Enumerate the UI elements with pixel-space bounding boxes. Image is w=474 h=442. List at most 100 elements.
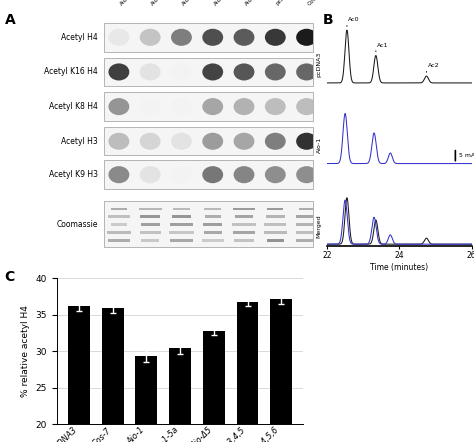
- Bar: [136, 356, 157, 442]
- Ellipse shape: [140, 166, 161, 183]
- Text: Cos-7: Cos-7: [307, 0, 322, 6]
- Ellipse shape: [202, 63, 223, 80]
- Text: A: A: [5, 13, 16, 27]
- Bar: [104, 201, 313, 247]
- Ellipse shape: [202, 29, 223, 46]
- Bar: [172, 216, 191, 218]
- Text: pcDNA3: pcDNA3: [317, 52, 322, 77]
- Ellipse shape: [202, 133, 223, 150]
- Text: pcDNA3: pcDNA3: [275, 0, 296, 6]
- Bar: [267, 208, 283, 210]
- Bar: [264, 223, 286, 226]
- Ellipse shape: [109, 63, 129, 80]
- Text: Ac1: Ac1: [377, 42, 389, 48]
- Text: Coomassie: Coomassie: [56, 220, 98, 229]
- Bar: [104, 58, 313, 86]
- Ellipse shape: [234, 133, 255, 150]
- Ellipse shape: [296, 133, 317, 150]
- Ellipse shape: [234, 63, 255, 80]
- Bar: [173, 208, 190, 210]
- Bar: [233, 208, 255, 210]
- Text: Acetyl H3: Acetyl H3: [61, 137, 98, 146]
- Ellipse shape: [171, 98, 192, 115]
- Bar: [204, 208, 221, 210]
- Bar: [138, 208, 162, 210]
- Ellipse shape: [296, 29, 317, 46]
- Text: B: B: [322, 13, 333, 27]
- Bar: [111, 208, 127, 210]
- Text: Acetyl K9 H3: Acetyl K9 H3: [49, 170, 98, 179]
- Ellipse shape: [265, 63, 286, 80]
- Bar: [232, 223, 255, 226]
- Bar: [104, 23, 313, 52]
- Ellipse shape: [265, 133, 286, 150]
- Text: Aio-1: Aio-1: [317, 137, 322, 153]
- Text: Ac0: Ac0: [348, 17, 360, 22]
- Text: 5 mAU: 5 mAU: [459, 153, 474, 158]
- Ellipse shape: [171, 63, 192, 80]
- Bar: [139, 231, 161, 234]
- Bar: [264, 231, 287, 234]
- Y-axis label: % relative acetyl H4: % relative acetyl H4: [21, 305, 30, 397]
- Bar: [299, 208, 314, 210]
- Text: Aio-Δ5: Aio-Δ5: [150, 0, 167, 6]
- Text: C: C: [5, 270, 15, 284]
- Ellipse shape: [109, 29, 129, 46]
- Bar: [68, 306, 90, 442]
- Ellipse shape: [140, 133, 161, 150]
- Bar: [235, 239, 254, 242]
- Ellipse shape: [140, 29, 161, 46]
- Bar: [296, 239, 318, 242]
- Bar: [108, 216, 130, 218]
- Ellipse shape: [171, 133, 192, 150]
- Bar: [233, 231, 255, 234]
- Bar: [205, 216, 221, 218]
- Bar: [296, 231, 317, 234]
- Bar: [237, 302, 258, 442]
- Ellipse shape: [109, 98, 129, 115]
- Bar: [204, 231, 222, 234]
- Ellipse shape: [140, 98, 161, 115]
- X-axis label: Time (minutes): Time (minutes): [370, 263, 428, 272]
- Bar: [170, 223, 193, 226]
- Bar: [141, 223, 160, 226]
- Text: Aio-1: Aio-1: [119, 0, 133, 6]
- Bar: [169, 231, 194, 234]
- Text: Ac2: Ac2: [428, 63, 439, 68]
- Ellipse shape: [296, 166, 317, 183]
- Ellipse shape: [234, 29, 255, 46]
- Text: Aio-Δ3,4,5,6: Aio-Δ3,4,5,6: [244, 0, 273, 6]
- Text: Acetyl K16 H4: Acetyl K16 H4: [44, 68, 98, 76]
- Bar: [170, 239, 193, 242]
- Bar: [141, 239, 159, 242]
- Text: Aio-1-5a: Aio-1-5a: [182, 0, 202, 6]
- Ellipse shape: [296, 63, 317, 80]
- Ellipse shape: [265, 166, 286, 183]
- Ellipse shape: [140, 63, 161, 80]
- Ellipse shape: [296, 98, 317, 115]
- Ellipse shape: [171, 166, 192, 183]
- Bar: [265, 216, 285, 218]
- Text: Acetyl H4: Acetyl H4: [61, 33, 98, 42]
- Bar: [201, 239, 224, 242]
- Bar: [235, 216, 253, 218]
- Bar: [111, 223, 127, 226]
- Ellipse shape: [265, 98, 286, 115]
- Bar: [104, 127, 313, 156]
- Bar: [203, 331, 225, 442]
- Ellipse shape: [202, 98, 223, 115]
- Ellipse shape: [265, 29, 286, 46]
- Ellipse shape: [234, 166, 255, 183]
- Ellipse shape: [234, 98, 255, 115]
- Ellipse shape: [171, 29, 192, 46]
- Bar: [102, 309, 124, 442]
- Text: Merged: Merged: [317, 214, 322, 237]
- Bar: [140, 216, 160, 218]
- Bar: [108, 239, 130, 242]
- Bar: [270, 299, 292, 442]
- Ellipse shape: [202, 166, 223, 183]
- Bar: [104, 160, 313, 189]
- Bar: [169, 348, 191, 442]
- Bar: [267, 239, 283, 242]
- Text: Aio-Δ3,4,5: Aio-Δ3,4,5: [213, 0, 238, 6]
